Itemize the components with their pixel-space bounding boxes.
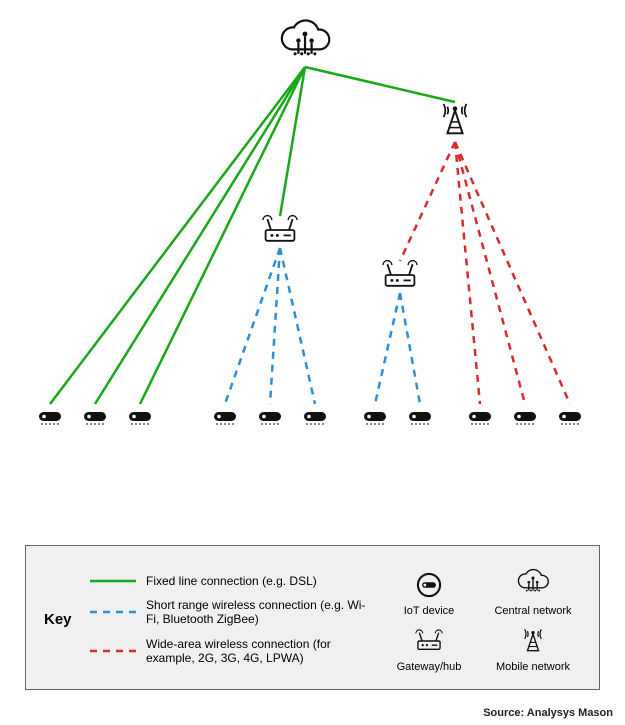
fixed-line-swatch bbox=[90, 574, 136, 588]
legend-icon-central: Central network bbox=[485, 567, 581, 617]
legend-icon-central-label: Central network bbox=[494, 605, 571, 617]
legend-row-short: Short range wireless connection (e.g. Wi… bbox=[90, 598, 381, 627]
legend-text-short: Short range wireless connection (e.g. Wi… bbox=[146, 598, 366, 627]
wide-area-swatch bbox=[90, 644, 136, 658]
legend-icons: IoT device Central network Gateway/hub M… bbox=[381, 567, 581, 673]
legend-icon-mobile-label: Mobile network bbox=[496, 661, 570, 673]
network-diagram bbox=[0, 0, 625, 520]
legend-text-fixed: Fixed line connection (e.g. DSL) bbox=[146, 574, 317, 588]
legend-icon-iot-label: IoT device bbox=[404, 605, 455, 617]
iot-device-icon bbox=[411, 567, 447, 603]
central-network-icon bbox=[515, 567, 551, 603]
legend-title: Key bbox=[44, 611, 90, 628]
short-range-swatch bbox=[90, 605, 136, 619]
gateway-hub-icon bbox=[411, 623, 447, 659]
source-attribution: Source: Analysys Mason bbox=[483, 707, 613, 719]
legend-text-wide: Wide-area wireless connection (for examp… bbox=[146, 637, 366, 666]
legend-row-fixed: Fixed line connection (e.g. DSL) bbox=[90, 574, 381, 588]
legend-icon-mobile: Mobile network bbox=[485, 623, 581, 673]
legend-icon-gateway-label: Gateway/hub bbox=[397, 661, 462, 673]
legend: Key Fixed line connection (e.g. DSL) Sho… bbox=[25, 545, 600, 690]
legend-row-wide: Wide-area wireless connection (for examp… bbox=[90, 637, 381, 666]
legend-line-styles: Fixed line connection (e.g. DSL) Short r… bbox=[90, 574, 381, 666]
legend-icon-gateway: Gateway/hub bbox=[381, 623, 477, 673]
mobile-network-icon bbox=[515, 623, 551, 659]
legend-icon-iot: IoT device bbox=[381, 567, 477, 617]
